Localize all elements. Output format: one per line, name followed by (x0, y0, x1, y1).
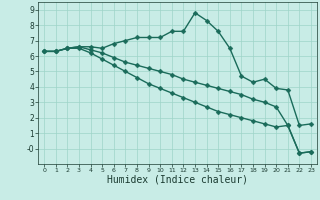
X-axis label: Humidex (Indice chaleur): Humidex (Indice chaleur) (107, 175, 248, 185)
